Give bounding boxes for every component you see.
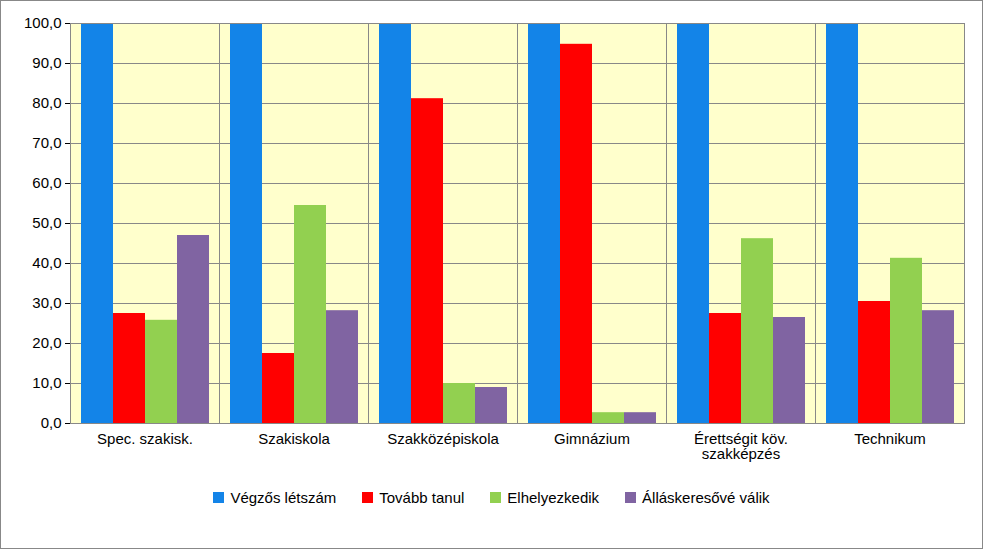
html-text:Tovább tanul: Tovább tanul [379, 489, 465, 506]
svg-text:80,0: 80,0 [32, 94, 61, 111]
svg-text:Szakközépiskola: Szakközépiskola [387, 430, 499, 447]
svg-text:Technikum: Technikum [854, 430, 926, 447]
html-text:Álláskeresővé válik: Álláskeresővé válik [642, 489, 770, 506]
svg-text:40,0: 40,0 [32, 254, 61, 271]
html-text:Végzős létszám: Végzős létszám [230, 489, 337, 506]
svg-text:90,0: 90,0 [32, 54, 61, 71]
svg-text:100,0: 100,0 [24, 14, 62, 31]
svg-text:60,0: 60,0 [32, 174, 61, 191]
svg-text:50,0: 50,0 [32, 214, 61, 231]
svg-text:30,0: 30,0 [32, 294, 61, 311]
svg-text:Szakiskola: Szakiskola [258, 430, 330, 447]
svg-text:20,0: 20,0 [32, 334, 61, 351]
svg-text:Spec. szakisk.: Spec. szakisk. [97, 430, 193, 447]
svg-text:70,0: 70,0 [32, 134, 61, 151]
svg-text:Érettségit köv.szakképzés: Érettségit köv.szakképzés [694, 430, 788, 462]
svg-text:Gimnázium: Gimnázium [554, 430, 630, 447]
svg-text:0,0: 0,0 [41, 414, 62, 431]
svg-text:10,0: 10,0 [32, 374, 61, 391]
html-text:Elhelyezkedik: Elhelyezkedik [507, 489, 600, 506]
